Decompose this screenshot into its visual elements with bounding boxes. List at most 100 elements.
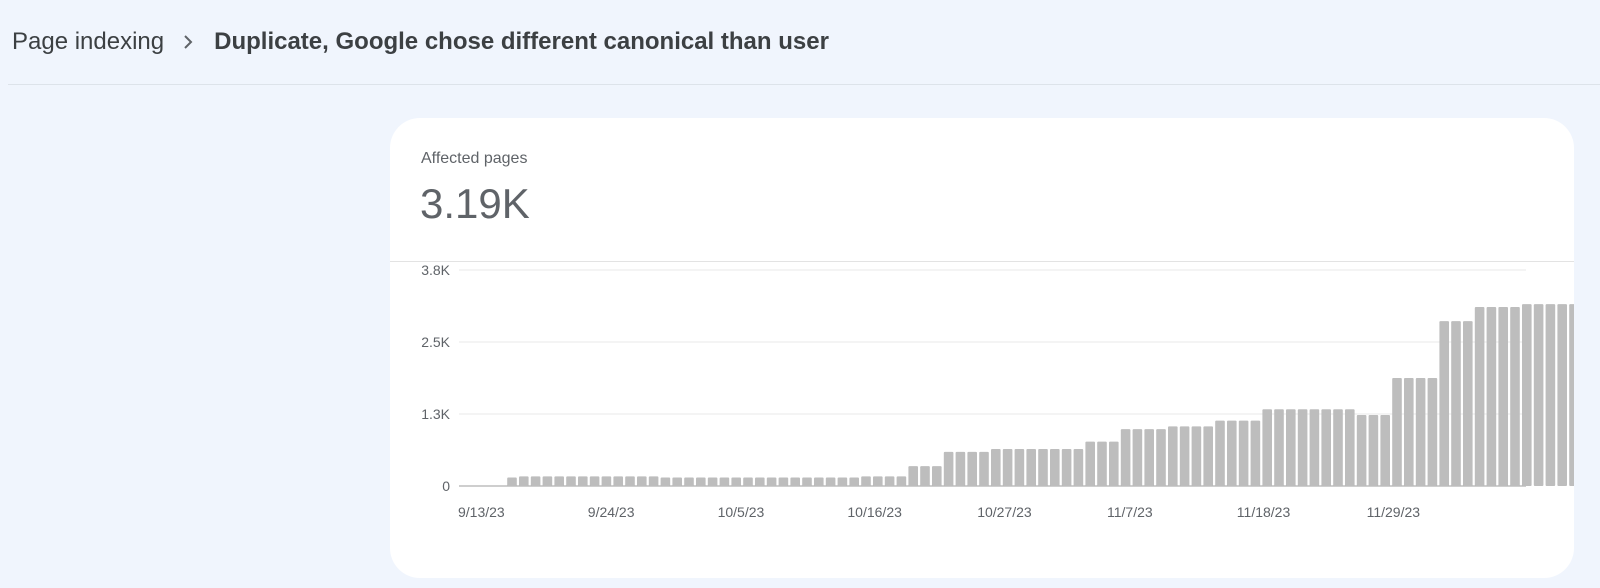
chart-bar[interactable] xyxy=(943,451,954,486)
chart-bar[interactable] xyxy=(1356,414,1367,486)
chart-bar[interactable] xyxy=(1533,304,1544,486)
chart-bar[interactable] xyxy=(1132,429,1143,486)
chart-bar[interactable] xyxy=(1014,449,1025,486)
chart-bar[interactable] xyxy=(837,477,848,486)
chart-bar[interactable] xyxy=(1345,409,1355,486)
chart-bar[interactable] xyxy=(1191,426,1202,486)
chart-bar[interactable] xyxy=(707,477,718,486)
chart-bar[interactable] xyxy=(507,477,517,486)
chart-bar[interactable] xyxy=(1156,429,1166,486)
card-divider xyxy=(390,261,1574,262)
y-tick-label: 0 xyxy=(442,478,450,494)
chart-bar[interactable] xyxy=(1262,409,1272,486)
metric-summary[interactable]: Affected pages 3.19K xyxy=(390,118,1574,261)
chart-bar[interactable] xyxy=(1073,449,1084,486)
chart-bar[interactable] xyxy=(1463,321,1473,486)
chart-bar[interactable] xyxy=(932,466,942,486)
chart-bar[interactable] xyxy=(1097,441,1107,486)
chart-bar[interactable] xyxy=(1297,409,1308,486)
chart-bar[interactable] xyxy=(1274,409,1284,486)
chart-bar[interactable] xyxy=(755,477,765,486)
chart-bar[interactable] xyxy=(1321,409,1331,486)
chart-bar[interactable] xyxy=(790,477,800,486)
chart-bar[interactable] xyxy=(578,476,588,486)
chart-bar[interactable] xyxy=(1309,409,1320,486)
chart-bar[interactable] xyxy=(1380,414,1390,486)
chart-bar[interactable] xyxy=(1026,449,1036,486)
chart-bar[interactable] xyxy=(861,476,871,486)
chart-bar[interactable] xyxy=(1333,409,1343,486)
chart-bar[interactable] xyxy=(825,477,836,486)
chart-bar[interactable] xyxy=(1109,441,1119,486)
chart-bar[interactable] xyxy=(684,477,694,486)
chart-bar[interactable] xyxy=(696,477,706,486)
chart-bar[interactable] xyxy=(1238,420,1249,486)
chart-bar[interactable] xyxy=(991,449,1001,486)
chart-bar[interactable] xyxy=(920,466,930,486)
chart-bar[interactable] xyxy=(802,477,812,486)
chart-bar[interactable] xyxy=(660,477,671,486)
y-tick-label: 2.5K xyxy=(421,334,450,350)
chart-bar[interactable] xyxy=(1569,304,1574,486)
chart-bar[interactable] xyxy=(672,477,682,486)
chart-bar[interactable] xyxy=(1002,449,1013,486)
chart-bar[interactable] xyxy=(1085,441,1095,486)
chart-bar[interactable] xyxy=(873,476,883,486)
chart-bar[interactable] xyxy=(1451,321,1461,486)
chart-bar[interactable] xyxy=(1439,321,1449,486)
x-tick-label: 9/13/23 xyxy=(458,504,505,520)
chart-bar[interactable] xyxy=(1050,449,1060,486)
chart-bar[interactable] xyxy=(849,477,859,486)
chart-bar[interactable] xyxy=(896,476,907,486)
chart-bar[interactable] xyxy=(743,477,753,486)
chart-bar[interactable] xyxy=(648,476,659,486)
chart-bar[interactable] xyxy=(955,451,966,486)
chart-bar[interactable] xyxy=(1038,449,1048,486)
chart-bar[interactable] xyxy=(719,477,730,486)
chart-bar[interactable] xyxy=(814,477,824,486)
chart-bar[interactable] xyxy=(1120,429,1131,486)
chart-bar[interactable] xyxy=(1286,409,1296,486)
chart-bar[interactable] xyxy=(1215,420,1225,486)
chart-bar[interactable] xyxy=(1557,304,1567,486)
chart-bar[interactable] xyxy=(731,477,741,486)
chart-bar[interactable] xyxy=(1404,378,1414,486)
chart-bar[interactable] xyxy=(1392,378,1402,486)
chart-bar[interactable] xyxy=(554,476,564,486)
chart-bar[interactable] xyxy=(589,476,600,486)
chart-bar[interactable] xyxy=(1474,306,1485,486)
chart-bar[interactable] xyxy=(625,476,635,486)
chart-bar[interactable] xyxy=(1486,306,1497,486)
x-tick-label: 10/5/23 xyxy=(718,504,765,520)
chart-bar[interactable] xyxy=(566,476,576,486)
chart-bar[interactable] xyxy=(1427,378,1438,486)
breadcrumb-page-indexing-link[interactable]: Page indexing xyxy=(12,28,165,55)
chart-bar[interactable] xyxy=(530,476,541,486)
chart-bar[interactable] xyxy=(778,477,789,486)
chart-bar[interactable] xyxy=(979,451,989,486)
chart-bar[interactable] xyxy=(766,477,777,486)
chart-bar[interactable] xyxy=(1250,420,1261,486)
chart-bar[interactable] xyxy=(601,476,612,486)
x-tick-label: 9/24/23 xyxy=(588,504,635,520)
chart-bar[interactable] xyxy=(1415,378,1426,486)
chart-bar[interactable] xyxy=(542,476,553,486)
chart-bar[interactable] xyxy=(1061,449,1072,486)
chart-bar[interactable] xyxy=(613,476,623,486)
chart-bar[interactable] xyxy=(1498,306,1508,486)
chart-bar[interactable] xyxy=(967,451,977,486)
chart-bar[interactable] xyxy=(908,466,918,486)
chart-bar[interactable] xyxy=(1144,429,1154,486)
chart-bar[interactable] xyxy=(1227,420,1237,486)
chart-bar[interactable] xyxy=(519,476,529,486)
chart-bar[interactable] xyxy=(1510,306,1520,486)
chart-bar[interactable] xyxy=(1368,414,1379,486)
chart-bar[interactable] xyxy=(1203,426,1213,486)
chart-bar[interactable] xyxy=(637,476,647,486)
chart-bar[interactable] xyxy=(1179,426,1190,486)
chart-bar[interactable] xyxy=(884,476,895,486)
x-tick-label: 10/27/23 xyxy=(977,504,1032,520)
chart-bar[interactable] xyxy=(1522,304,1532,486)
chart-bar[interactable] xyxy=(1168,426,1178,486)
chart-bar[interactable] xyxy=(1545,304,1556,486)
